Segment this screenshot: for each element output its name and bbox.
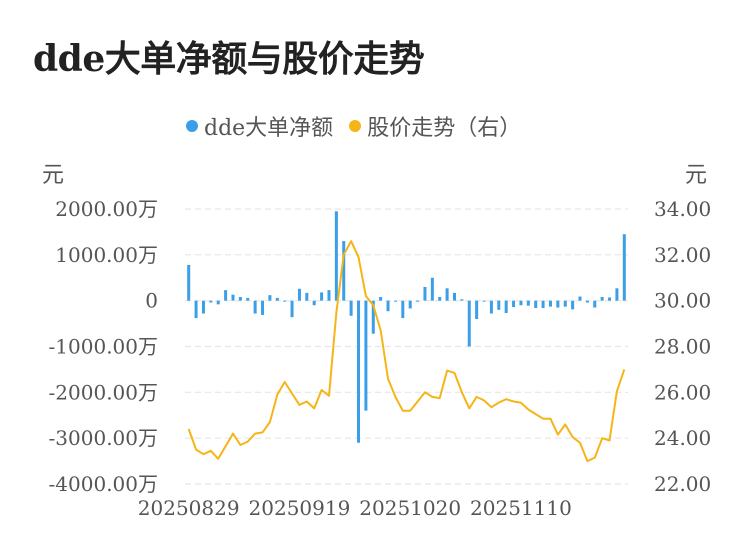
dde-bar <box>290 300 294 318</box>
dde-bar <box>541 300 545 308</box>
dde-bar <box>297 288 301 301</box>
dde-bar <box>312 300 316 306</box>
dde-bar <box>364 300 368 411</box>
dde-bar <box>334 211 338 301</box>
dde-bar <box>600 297 604 301</box>
dde-bar <box>467 300 471 347</box>
legend-item-price[interactable]: 股价走势（右） <box>349 110 521 142</box>
dde-bar <box>246 297 250 301</box>
dde-bar <box>275 297 279 301</box>
dde-bar <box>452 292 456 301</box>
right-tick-label: 32.00 <box>654 243 711 267</box>
legend-label-dde: dde大单净额 <box>204 116 334 141</box>
dde-bar <box>548 300 552 307</box>
dde-bar <box>622 234 626 301</box>
dde-bar <box>497 300 501 310</box>
dde-bar <box>231 294 235 301</box>
dde-bars <box>187 211 626 443</box>
left-tick-label: 1000.00万 <box>55 243 158 267</box>
dde-bar <box>349 300 353 316</box>
dde-bar <box>201 300 205 314</box>
dde-bar <box>393 300 397 302</box>
dde-bar <box>512 300 516 308</box>
left-axis-unit: 元 <box>42 163 65 188</box>
dde-bar <box>224 290 228 301</box>
right-tick-label: 26.00 <box>654 380 711 404</box>
right-tick-label: 28.00 <box>654 335 711 359</box>
right-axis-unit: 元 <box>685 163 708 188</box>
right-tick-label: 22.00 <box>654 472 711 496</box>
dde-bar <box>563 300 567 307</box>
left-tick-label: -2000.00万 <box>49 380 158 404</box>
dde-bar <box>593 300 597 308</box>
dde-bar <box>283 300 287 302</box>
x-tick-label: 20251020 <box>359 496 461 520</box>
dde-bar <box>194 300 198 319</box>
dde-bar <box>475 300 479 319</box>
dde-bar <box>268 295 272 301</box>
dde-bar <box>423 286 427 301</box>
dde-bar <box>556 300 560 308</box>
dde-bar <box>386 300 390 312</box>
dde-bar <box>357 300 361 443</box>
dde-bar <box>504 300 508 314</box>
left-tick-label: 0 <box>145 289 158 313</box>
dde-bar <box>187 264 191 301</box>
dde-bar <box>571 300 575 310</box>
dde-bar <box>253 300 257 314</box>
price-line-group <box>187 240 626 463</box>
dde-bar <box>401 300 405 319</box>
dde-bar <box>608 297 612 301</box>
dde-bar <box>216 300 220 305</box>
dde-bar <box>371 300 375 334</box>
gridlines <box>185 208 628 485</box>
left-tick-label: -1000.00万 <box>49 335 158 359</box>
dde-bar <box>460 299 464 301</box>
dde-bar <box>482 300 486 302</box>
chart-title: dde大单净额与股价走势 <box>33 38 425 80</box>
dde-bar <box>526 300 530 306</box>
dde-bar <box>416 300 420 302</box>
right-tick-label: 34.00 <box>654 197 711 221</box>
x-tick-label: 20251110 <box>470 496 572 520</box>
x-tick-label: 20250829 <box>138 496 240 520</box>
left-tick-label: -4000.00万 <box>49 472 158 496</box>
dde-bar <box>342 241 346 301</box>
dde-bar <box>578 296 582 301</box>
dde-bar <box>430 277 434 301</box>
dde-bar <box>261 300 265 315</box>
dde-bar <box>445 288 449 301</box>
legend-label-price: 股价走势（右） <box>367 116 522 141</box>
legend-item-dde[interactable]: dde大单净额 <box>186 110 333 142</box>
right-tick-label: 30.00 <box>654 289 711 313</box>
dde-bar <box>438 297 442 301</box>
left-tick-label: -3000.00万 <box>49 426 158 450</box>
dde-bar <box>327 290 331 301</box>
legend-marker-price <box>349 120 362 132</box>
dde-bar <box>585 300 589 303</box>
axis-labels: 2000.00万 34.00 1000.00万 32.00 0 30.00 -1000.00… <box>49 197 712 520</box>
chart-legend[interactable]: dde大单净额 股价走势（右） <box>186 110 537 142</box>
dde-bar <box>489 300 493 314</box>
dde-bar <box>615 288 619 301</box>
dde-bar <box>320 292 324 301</box>
legend-marker-dde <box>186 120 198 132</box>
dde-bar <box>209 300 213 303</box>
price-line <box>187 240 626 463</box>
right-tick-label: 24.00 <box>654 426 711 450</box>
dde-bar <box>305 292 309 301</box>
dde-bar <box>408 300 412 309</box>
dde-bar <box>519 300 523 306</box>
dde-bar <box>238 297 242 301</box>
x-tick-label: 20250919 <box>249 496 351 520</box>
left-tick-label: 2000.00万 <box>55 197 158 221</box>
dde-bar <box>379 297 383 301</box>
dde-bar <box>534 300 538 308</box>
